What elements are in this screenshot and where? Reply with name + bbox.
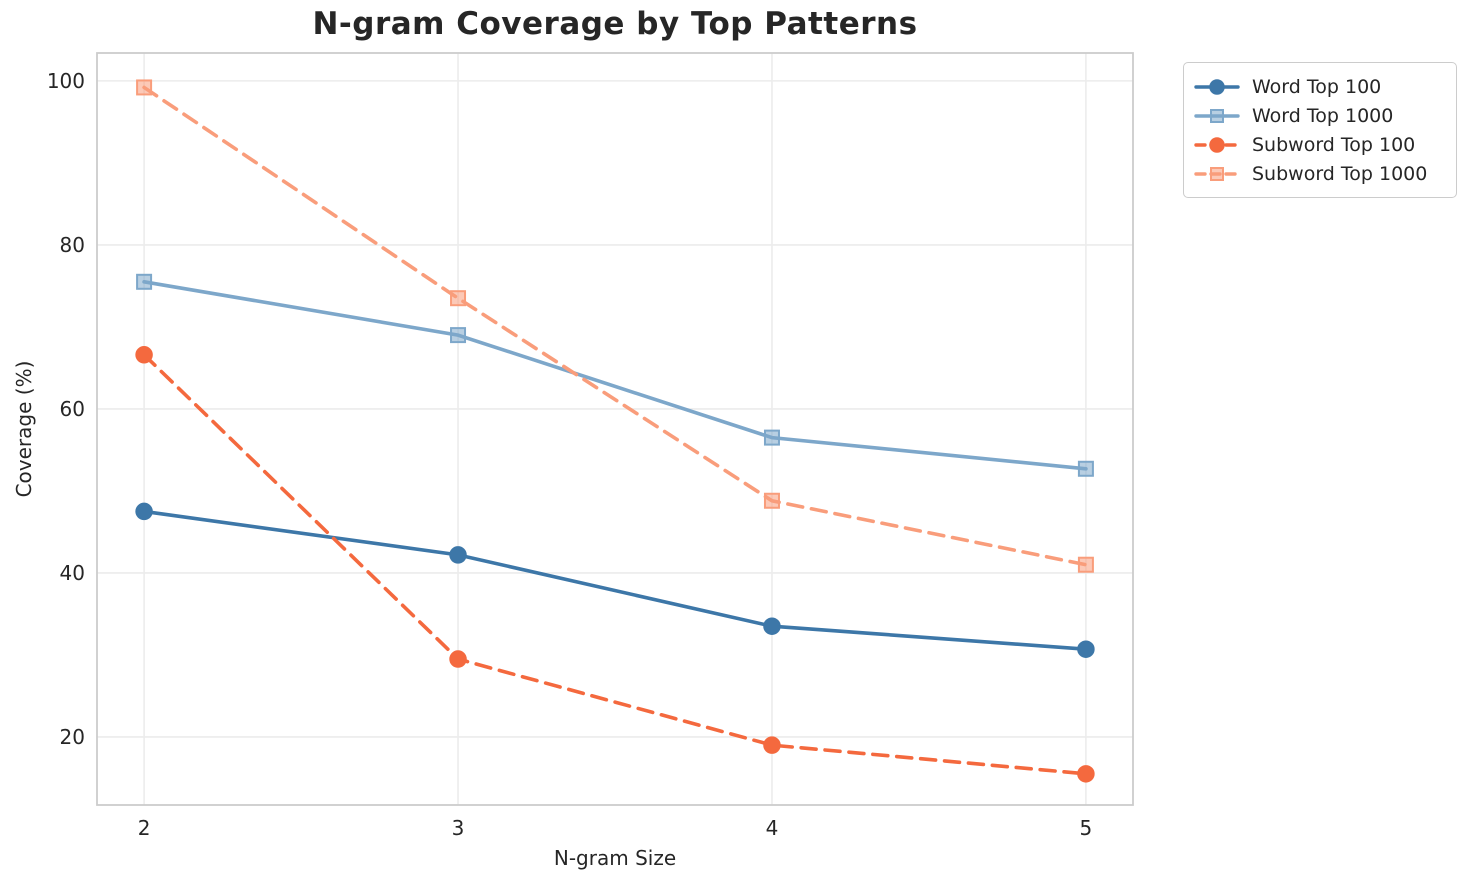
series-marker-circle <box>135 346 153 364</box>
legend-square-icon <box>1194 166 1240 181</box>
legend-label: Subword Top 1000 <box>1252 162 1428 185</box>
series-marker-square <box>450 290 467 307</box>
series-marker-circle <box>1209 78 1225 95</box>
legend-entry: Word Top 100 <box>1194 72 1444 101</box>
y-tick-label: 20 <box>60 725 85 749</box>
series-marker-circle <box>135 502 153 521</box>
y-tick-label: 100 <box>47 69 85 93</box>
series-marker-square <box>136 79 153 96</box>
series-marker-square <box>136 273 153 290</box>
x-tick-label: 3 <box>452 816 465 840</box>
series-marker-circle <box>763 617 781 635</box>
series-line-subword-top-1000 <box>142 85 1088 567</box>
series-marker-square <box>450 327 467 344</box>
x-tick-label: 2 <box>138 816 151 840</box>
legend-entry: Word Top 1000 <box>1194 101 1444 130</box>
y-tick-label: 80 <box>60 233 85 257</box>
chart-title: N-gram Coverage by Top Patterns <box>312 6 918 42</box>
legend-circle-icon <box>1194 136 1240 153</box>
series-marker-circle <box>1077 765 1095 783</box>
legend-square-icon <box>1194 108 1240 123</box>
y-axis-label: Coverage (%) <box>12 360 36 498</box>
y-tick-label: 40 <box>60 561 85 585</box>
series-line-subword-top-100 <box>142 352 1088 776</box>
series-marker-square <box>1077 460 1094 477</box>
legend-entry: Subword Top 100 <box>1194 130 1444 159</box>
plot-border <box>96 52 1134 806</box>
series-marker-circle <box>1209 136 1225 153</box>
legend-entry: Subword Top 1000 <box>1194 159 1444 188</box>
series-marker-square <box>1210 166 1224 181</box>
series-marker-square <box>1077 556 1094 573</box>
series-line-word-top-1000 <box>142 279 1088 471</box>
x-tick-label: 4 <box>766 816 779 840</box>
y-tick-label: 60 <box>60 397 85 421</box>
series-marker-square <box>1210 108 1224 123</box>
legend-label: Subword Top 100 <box>1252 133 1416 156</box>
x-tick-label: 5 <box>1080 816 1093 840</box>
series-marker-circle <box>449 650 467 668</box>
legend-label: Word Top 100 <box>1252 75 1382 98</box>
series-marker-square <box>763 492 780 509</box>
legend-circle-icon <box>1194 78 1240 95</box>
series-marker-circle <box>449 546 467 564</box>
legend-label: Word Top 1000 <box>1252 104 1394 127</box>
series-line-word-top-100 <box>142 509 1088 651</box>
legend: Word Top 100 Word Top 1000 Subword Top 100… <box>1183 62 1457 198</box>
series-marker-circle <box>763 736 781 754</box>
series-marker-square <box>763 429 780 446</box>
series-marker-circle <box>1077 640 1095 658</box>
x-axis-label: N-gram Size <box>553 846 677 870</box>
